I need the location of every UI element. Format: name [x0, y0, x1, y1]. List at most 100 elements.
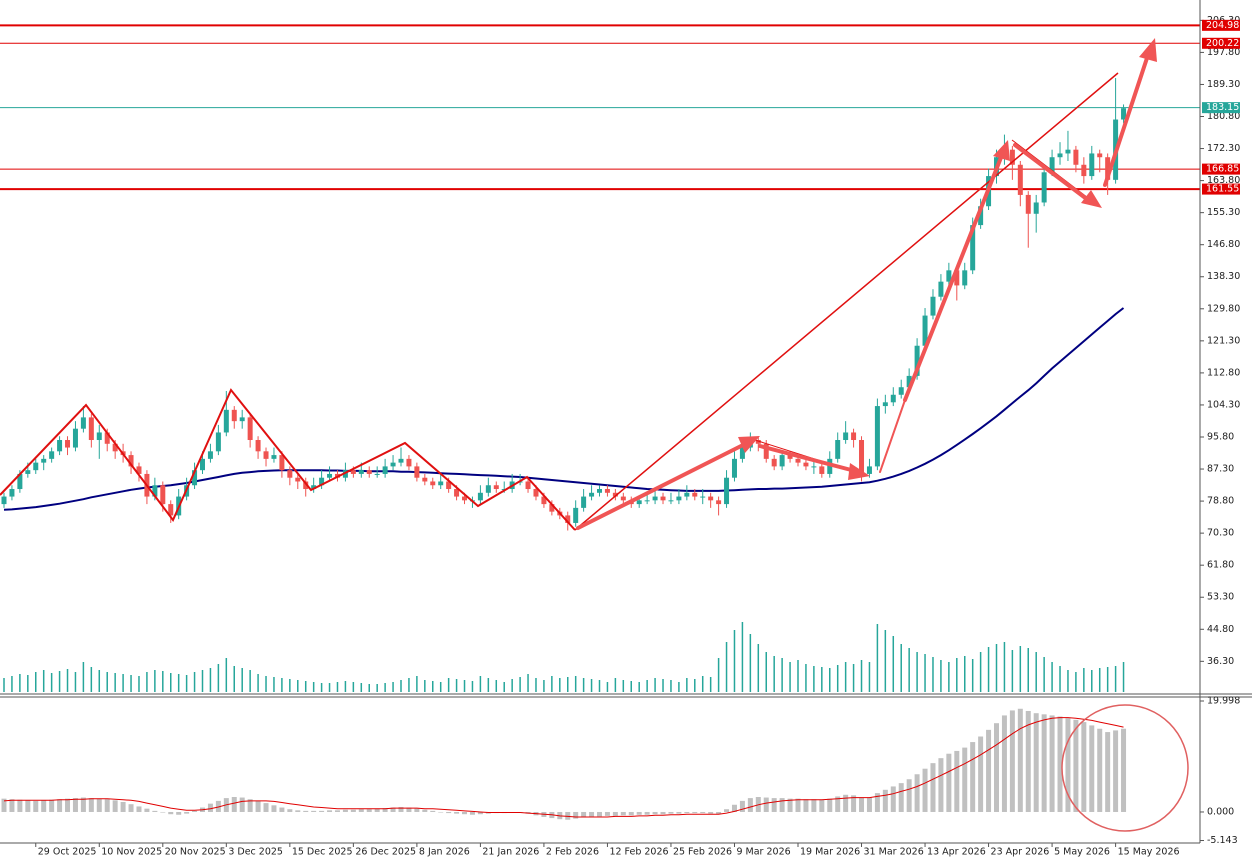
macd-bar [255, 800, 261, 812]
candle-body [676, 496, 682, 501]
macd-bar [327, 810, 333, 812]
macd-bar [184, 811, 190, 814]
candle-body [978, 206, 984, 226]
y-tick-label: 61.80 [1207, 560, 1234, 571]
candle-body [406, 458, 412, 467]
level-label-box [1202, 37, 1240, 49]
macd-bar [851, 795, 857, 812]
candle-body [493, 485, 499, 490]
candle-body [644, 500, 650, 502]
macd-bar [1017, 708, 1023, 812]
macd-bar [152, 810, 158, 812]
arrow-head [738, 436, 760, 453]
macd-bar [914, 774, 920, 812]
macd-bar [700, 811, 706, 814]
macd-bar [795, 798, 801, 812]
candle-body [128, 455, 134, 467]
candle-body [668, 500, 674, 502]
macd-bar [859, 797, 865, 812]
candle-body [1105, 157, 1111, 180]
candle-body [866, 466, 872, 474]
candle-body [724, 477, 730, 505]
macd-bar [874, 793, 880, 812]
volume-layer [3, 622, 1125, 692]
candle-body [1049, 157, 1055, 173]
candle-body [716, 500, 722, 505]
macd-bar [1065, 718, 1071, 812]
y-tick-label: 146.80 [1207, 239, 1240, 250]
candle-body [255, 440, 261, 452]
arrow-head [993, 140, 1010, 161]
candle-body [65, 440, 71, 448]
highlight-circle [1061, 704, 1189, 832]
candle-body [80, 417, 86, 429]
candle-body [414, 466, 420, 478]
macd-bar [589, 811, 595, 817]
macd-bar [469, 811, 475, 815]
candle-body [17, 473, 23, 490]
macd-bar [882, 789, 888, 812]
y-tick-label: 163.80 [1207, 175, 1240, 186]
candle-body [533, 489, 539, 497]
candle-body [49, 451, 55, 459]
macd-bar [620, 811, 626, 816]
y-tick-label: 129.80 [1207, 303, 1240, 314]
candle-body [1025, 194, 1031, 214]
candle-body [1009, 149, 1015, 165]
macd-bar [57, 799, 63, 812]
macd-bar [144, 808, 150, 812]
macd-bar [954, 750, 960, 812]
macd-bar [176, 811, 182, 815]
arrow [758, 444, 857, 473]
macd-bar [1113, 730, 1119, 812]
candle-body [525, 481, 531, 490]
macd-bar [986, 729, 992, 812]
candle-body [906, 375, 912, 388]
y-tick-label: 87.30 [1207, 464, 1234, 475]
candle-body [279, 455, 285, 471]
y-tick-label: 36.30 [1207, 656, 1234, 667]
macd-bar [684, 811, 690, 814]
candle-body [477, 492, 483, 501]
candle-body [41, 458, 47, 463]
candle-body [890, 394, 896, 403]
y-tick-label: 95.80 [1207, 431, 1234, 442]
macd-bar [779, 798, 785, 812]
macd-bar [1089, 725, 1095, 812]
candle-body [239, 417, 245, 422]
candle-body [231, 409, 237, 422]
y-tick-label: 112.80 [1207, 367, 1240, 378]
macd-bar [120, 801, 126, 812]
candle-body [215, 432, 221, 452]
macd-bar [565, 811, 571, 820]
candle-body [914, 345, 920, 376]
candle-body [1121, 108, 1127, 120]
arrow-head [848, 463, 870, 480]
macd-bar [1105, 732, 1111, 812]
candle-body [462, 496, 468, 501]
candle-body [374, 473, 380, 475]
macd-bar [922, 768, 928, 812]
macd-bar [1041, 714, 1047, 812]
arrow [1013, 143, 1090, 202]
macd-bar [446, 811, 452, 814]
candle-body [1041, 172, 1047, 203]
macd-bar [771, 798, 777, 812]
macd-bar [271, 805, 277, 812]
macd-bar [17, 799, 23, 812]
candle-body [787, 455, 793, 459]
macd-bar [25, 800, 31, 812]
candle-body [1089, 153, 1095, 177]
macd-bar [430, 810, 436, 812]
x-tick-label: 21 Jan 2026 [482, 847, 539, 858]
macd-tick-label: -5.143 [1207, 835, 1238, 846]
macd-bar [1, 798, 7, 812]
macd-bar [72, 798, 78, 812]
candle-body [1073, 149, 1079, 165]
macd-bar [692, 811, 698, 814]
macd-bar [287, 809, 293, 812]
candle-body [454, 489, 460, 497]
candle-body [962, 270, 968, 286]
candle-body [160, 485, 166, 505]
candle-body [620, 496, 626, 501]
